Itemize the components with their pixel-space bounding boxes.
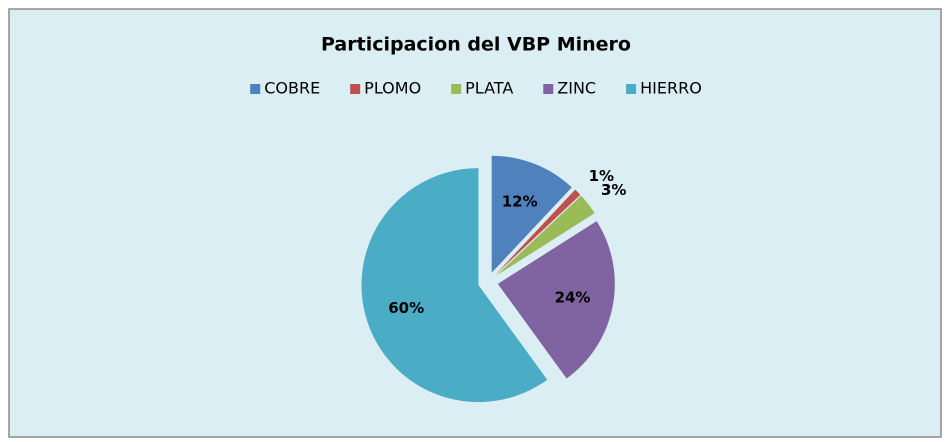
legend-label: HIERRO xyxy=(640,79,702,98)
legend-label: COBRE xyxy=(264,79,320,98)
legend-swatch xyxy=(250,84,261,94)
legend-swatch xyxy=(350,84,361,94)
pie-slice xyxy=(495,195,595,276)
legend-swatch xyxy=(626,84,637,94)
legend-swatch xyxy=(451,84,462,94)
data-label: 24% xyxy=(555,289,591,307)
data-label: 60% xyxy=(388,299,424,317)
data-label: 12% xyxy=(502,192,538,210)
pie-slice xyxy=(361,168,548,403)
data-label: 3% xyxy=(601,181,626,199)
chart-title: Participacion del VBP Minero xyxy=(321,34,631,56)
pie-slice xyxy=(491,155,572,273)
legend-swatch xyxy=(543,84,554,94)
legend-label: PLOMO xyxy=(364,79,421,98)
pie-slice xyxy=(495,189,581,275)
legend-label: PLATA xyxy=(465,79,513,98)
data-label: 1% xyxy=(589,167,614,185)
pie-slice xyxy=(497,221,615,379)
legend-label: ZINC xyxy=(557,79,596,98)
